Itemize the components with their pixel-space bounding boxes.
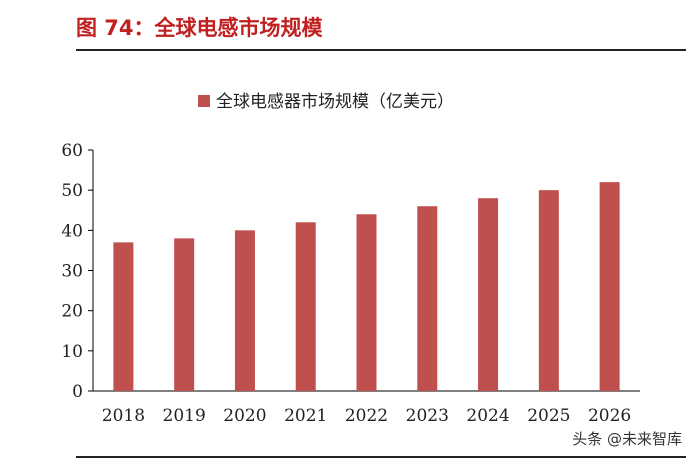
watermark: 头条 @未来智库 [570,428,684,449]
x-tick-label: 2018 [102,406,145,426]
legend-swatch [198,95,210,107]
bar-2020 [234,230,255,391]
y-tick-label: 60 [61,141,83,161]
x-tick-label: 2020 [223,406,266,426]
figure-title: 图 74：全球电感市场规模 [76,16,323,40]
bar-2024 [478,198,499,391]
bar-2022 [356,214,377,391]
x-tick-label: 2024 [466,406,509,426]
x-axis-ticks: 2018 2019 2020 2021 2022 2023 2024 2025 2026 [102,406,631,426]
bar-2023 [417,206,438,391]
bars [113,182,620,391]
y-tick-label: 20 [61,302,83,322]
bar-2019 [174,238,195,391]
x-tick-label: 2022 [345,406,388,426]
bar-2026 [599,182,620,391]
y-tick-label: 40 [61,221,83,241]
bottom-rule [76,456,686,458]
y-axis-ticks: 0 10 20 30 40 50 60 [61,141,93,402]
x-tick-label: 2021 [284,406,327,426]
y-tick-label: 10 [61,342,83,362]
x-tick-label: 2019 [163,406,206,426]
legend: 全球电感器市场规模（亿美元） [198,92,454,112]
x-tick-label: 2026 [588,406,631,426]
bar-2025 [538,190,559,391]
x-tick-label: 2023 [406,406,449,426]
y-tick-label: 0 [72,382,83,402]
bar-2018 [113,242,134,391]
bar-2021 [295,222,316,391]
top-rule [76,49,686,51]
legend-label: 全球电感器市场规模（亿美元） [216,92,454,112]
y-tick-label: 50 [61,181,83,201]
x-tick-label: 2025 [527,406,570,426]
y-tick-label: 30 [61,262,83,282]
